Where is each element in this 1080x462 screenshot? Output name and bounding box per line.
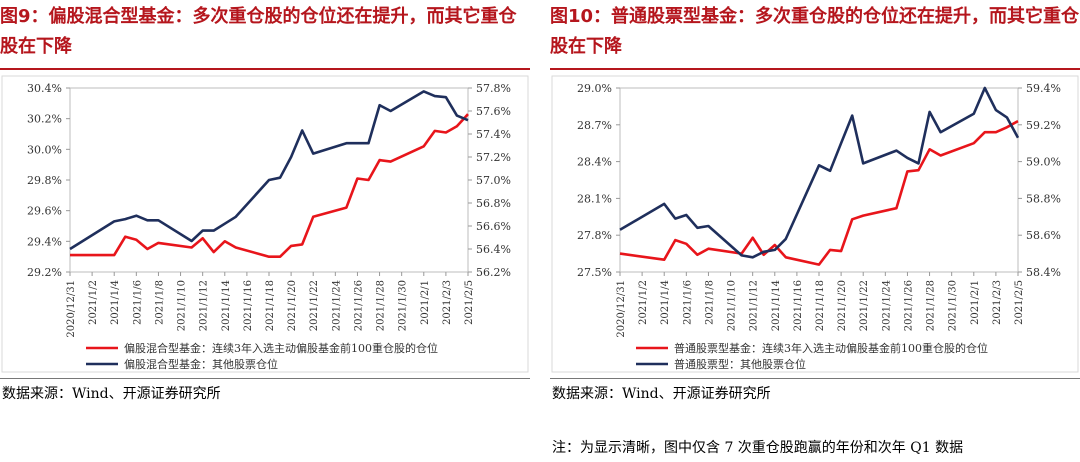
right-axis-tick-label: 57.2% (476, 151, 511, 164)
x-axis-tick-label: 2021/1/8 (154, 280, 165, 325)
x-axis-tick-label: 2021/1/10 (727, 280, 738, 331)
legend-label: 普通股票型：其他股票仓位 (674, 357, 806, 371)
left-axis-tick-label: 30.2% (27, 113, 62, 126)
x-axis-tick-label: 2021/1/4 (660, 280, 671, 325)
x-axis-tick-label: 2021/1/14 (771, 280, 782, 331)
left-axis-tick-label: 30.0% (27, 143, 62, 156)
x-axis-tick-label: 2021/1/30 (398, 280, 409, 331)
x-axis-tick-label: 2021/1/28 (926, 280, 937, 331)
x-axis-tick-label: 2021/1/6 (132, 280, 143, 325)
left-axis-tick-label: 29.2% (27, 266, 62, 279)
left-axis-tick-label: 29.4% (27, 235, 62, 248)
x-axis-tick-label: 2021/1/22 (859, 280, 870, 331)
x-axis-tick-label: 2021/1/12 (749, 280, 760, 331)
x-axis-tick-label: 2021/1/4 (110, 280, 121, 325)
x-axis-tick-label: 2021/2/3 (442, 280, 453, 325)
series-line (619, 86, 1020, 259)
right-axis-tick-label: 59.0% (1026, 156, 1061, 169)
right-axis-tick-label: 59.4% (1026, 82, 1061, 95)
x-axis-tick-label: 2021/1/16 (793, 280, 804, 331)
x-axis-tick-label: 2021/1/2 (638, 280, 649, 325)
chart-border (1, 75, 529, 373)
x-axis-tick-label: 2021/2/3 (992, 280, 1003, 325)
x-axis-tick-label: 2021/1/2 (88, 280, 99, 325)
left-axis-tick-label: 28.7% (577, 119, 612, 132)
right-axis-tick-label: 57.0% (476, 174, 511, 187)
x-axis-tick-label: 2021/1/18 (815, 280, 826, 331)
right-axis-tick-label: 58.8% (1026, 192, 1061, 205)
x-axis-tick-label: 2021/1/24 (331, 280, 342, 331)
x-axis-tick-label: 2021/1/10 (177, 280, 188, 331)
x-axis-tick-label: 2021/1/26 (903, 280, 914, 331)
x-axis-tick-label: 2021/1/20 (287, 280, 298, 331)
x-axis-tick-label: 2021/1/6 (682, 280, 693, 325)
series-line (69, 90, 469, 251)
plot-frame (619, 87, 1019, 273)
position-line-chart-fig9: 29.2% 29.4% 29.6% 29.8% 30.0% 30.2% 30.4% 56.2%… (1, 75, 529, 373)
x-axis-tick-label: 2021/1/24 (881, 280, 892, 331)
data-source: 数据来源：Wind、开源证券研究所 (552, 386, 771, 402)
data-source: 数据来源：Wind、开源证券研究所 (2, 386, 221, 402)
x-axis-tick-label: 2021/2/5 (1014, 280, 1025, 325)
left-axis-tick-label: 29.8% (27, 174, 62, 187)
x-axis-tick-label: 2021/1/30 (948, 280, 959, 331)
x-axis-tick-label: 2021/1/8 (704, 280, 715, 325)
right-axis-tick-label: 58.4% (1026, 266, 1061, 279)
legend-label: 普通股票型基金：连续3年入选主动偏股基金前100重仓股的仓位 (674, 341, 988, 355)
x-axis-tick-label: 2020/12/31 (616, 280, 627, 338)
series-line (70, 113, 469, 258)
source-divider (0, 378, 530, 379)
x-axis-tick-label: 2021/1/26 (353, 280, 364, 331)
x-axis-tick-label: 2021/1/16 (243, 280, 254, 331)
x-axis-tick-label: 2021/1/20 (837, 280, 848, 331)
right-axis-tick-label: 56.2% (476, 266, 511, 279)
series-line (619, 119, 1019, 266)
title-divider (550, 68, 1080, 70)
figure-title: 图10：普通股票型基金：多次重仓股的仓位还在提升，而其它重仓股在下降 (550, 6, 1080, 57)
right-axis-tick-label: 59.2% (1026, 119, 1061, 132)
figure-title: 图9：偏股混合型基金：多次重仓股的仓位还在提升，而其它重仓股在下降 (0, 6, 517, 57)
source-divider (550, 378, 1080, 379)
x-axis-tick-label: 2021/1/18 (265, 280, 276, 331)
left-axis-tick-label: 27.8% (577, 229, 612, 242)
right-axis-tick-label: 56.6% (476, 220, 511, 233)
x-axis-tick-label: 2021/1/12 (199, 280, 210, 331)
x-axis-tick-label: 2020/12/31 (66, 280, 77, 338)
footnote: 注：为显示清晰，图中仅含 7 次重仓股跑赢的年份和次年 Q1 数据 (552, 440, 964, 456)
legend-label: 偏股混合型基金：连续3年入选主动偏股基金前100重仓股的仓位 (124, 341, 438, 355)
x-axis-tick-label: 2021/2/5 (464, 280, 475, 325)
right-axis-tick-label: 57.8% (476, 82, 511, 95)
x-axis-tick-label: 2021/1/28 (376, 280, 387, 331)
left-axis-tick-label: 27.5% (577, 266, 612, 279)
right-axis-tick-label: 56.8% (476, 197, 511, 210)
left-axis-tick-label: 28.1% (577, 192, 612, 205)
x-axis-tick-label: 2021/2/1 (970, 280, 981, 325)
chart-border (551, 75, 1079, 373)
left-axis-tick-label: 30.4% (27, 82, 62, 95)
left-axis-tick-label: 29.0% (577, 82, 612, 95)
position-line-chart-fig10: 27.5% 27.8% 28.1% 28.4% 28.7% 29.0% 58.4% 58.6%… (551, 75, 1079, 373)
right-axis-tick-label: 58.6% (1026, 229, 1061, 242)
x-axis-tick-label: 2021/1/22 (309, 280, 320, 331)
right-axis-tick-label: 57.6% (476, 105, 511, 118)
title-divider (0, 68, 530, 70)
left-axis-tick-label: 29.6% (27, 205, 62, 218)
x-axis-tick-label: 2021/2/1 (420, 280, 431, 325)
x-axis-tick-label: 2021/1/14 (221, 280, 232, 331)
right-axis-tick-label: 57.4% (476, 128, 511, 141)
left-axis-tick-label: 28.4% (577, 156, 612, 169)
right-axis-tick-label: 56.4% (476, 243, 511, 256)
legend-label: 偏股混合型基金：其他股票仓位 (124, 357, 278, 371)
